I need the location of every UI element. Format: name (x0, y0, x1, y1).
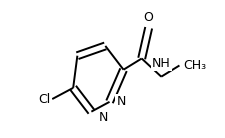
Text: N: N (116, 95, 125, 108)
Text: Cl: Cl (38, 93, 51, 106)
Text: O: O (143, 10, 153, 24)
Text: N: N (98, 111, 107, 124)
Text: CH₃: CH₃ (183, 59, 206, 72)
Text: NH: NH (151, 57, 170, 70)
